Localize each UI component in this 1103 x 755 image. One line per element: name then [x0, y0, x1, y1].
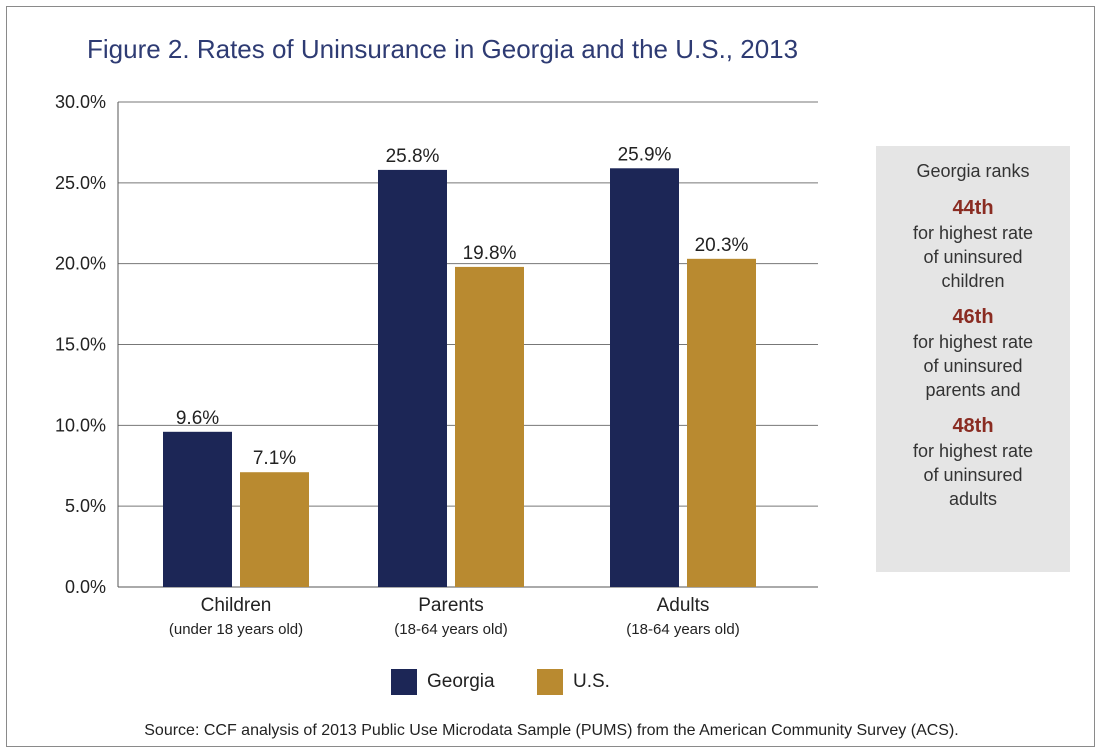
rank-children: 44th	[952, 197, 994, 219]
rank-children-line: of uninsured	[923, 247, 1023, 267]
rank-parents-line: parents and	[925, 380, 1021, 400]
y-tick-label: 5.0%	[65, 496, 106, 516]
data-label: 19.8%	[463, 243, 517, 264]
y-tick-label: 25.0%	[55, 173, 106, 193]
bar-us-adults	[687, 258, 756, 587]
y-tick-label: 30.0%	[55, 92, 106, 112]
legend-item-us: U.S.	[537, 668, 610, 696]
x-category-sublabel: (18-64 years old)	[394, 621, 507, 638]
data-label: 25.8%	[386, 146, 440, 167]
rank-parents: 46th	[952, 306, 994, 328]
rank-adults-line: of uninsured	[923, 465, 1023, 485]
x-category-sublabel: (18-64 years old)	[626, 621, 739, 638]
data-label: 25.9%	[618, 144, 672, 165]
x-category-label: Parents	[418, 595, 483, 616]
y-tick-label: 20.0%	[55, 254, 106, 274]
rank-adults-line: for highest rate	[912, 441, 1034, 461]
x-category-sublabel: (under 18 years old)	[169, 621, 303, 638]
rank-children-line: children	[941, 271, 1005, 291]
sidebox-intro: Georgia ranks	[916, 161, 1030, 181]
legend-swatch-us	[537, 669, 563, 695]
data-label: 7.1%	[253, 448, 296, 469]
rank-adults-line: adults	[948, 489, 998, 509]
chart-title: Figure 2. Rates of Uninsurance in Georgi…	[87, 34, 799, 64]
rank-parents-line: of uninsured	[923, 356, 1023, 376]
bar-georgia-adults	[610, 168, 679, 588]
bar-georgia-children	[163, 431, 232, 587]
y-tick-label: 15.0%	[55, 335, 106, 355]
rank-children-line: for highest rate	[912, 223, 1034, 243]
legend-label-georgia: Georgia	[427, 671, 495, 692]
x-category-label: Adults	[657, 595, 710, 616]
ranking-sidebox: Georgia ranks 44th for highest rate of u…	[876, 146, 1070, 572]
bar-georgia-parents	[378, 169, 447, 587]
rank-adults: 48th	[952, 415, 994, 437]
figure-frame	[6, 6, 1095, 747]
y-tick-label: 10.0%	[55, 415, 106, 435]
data-label: 20.3%	[695, 235, 749, 256]
legend-swatch-georgia	[391, 669, 417, 695]
data-label: 9.6%	[176, 408, 219, 429]
rank-parents-line: for highest rate	[912, 332, 1034, 352]
x-category-label: Children	[201, 595, 272, 616]
bar-us-children	[240, 472, 309, 587]
y-tick-label: 0.0%	[65, 577, 106, 597]
legend-item-georgia: Georgia	[391, 668, 495, 696]
bar-us-parents	[455, 266, 524, 587]
legend-label-us: U.S.	[573, 671, 610, 692]
source-note: Source: CCF analysis of 2013 Public Use …	[144, 722, 959, 739]
